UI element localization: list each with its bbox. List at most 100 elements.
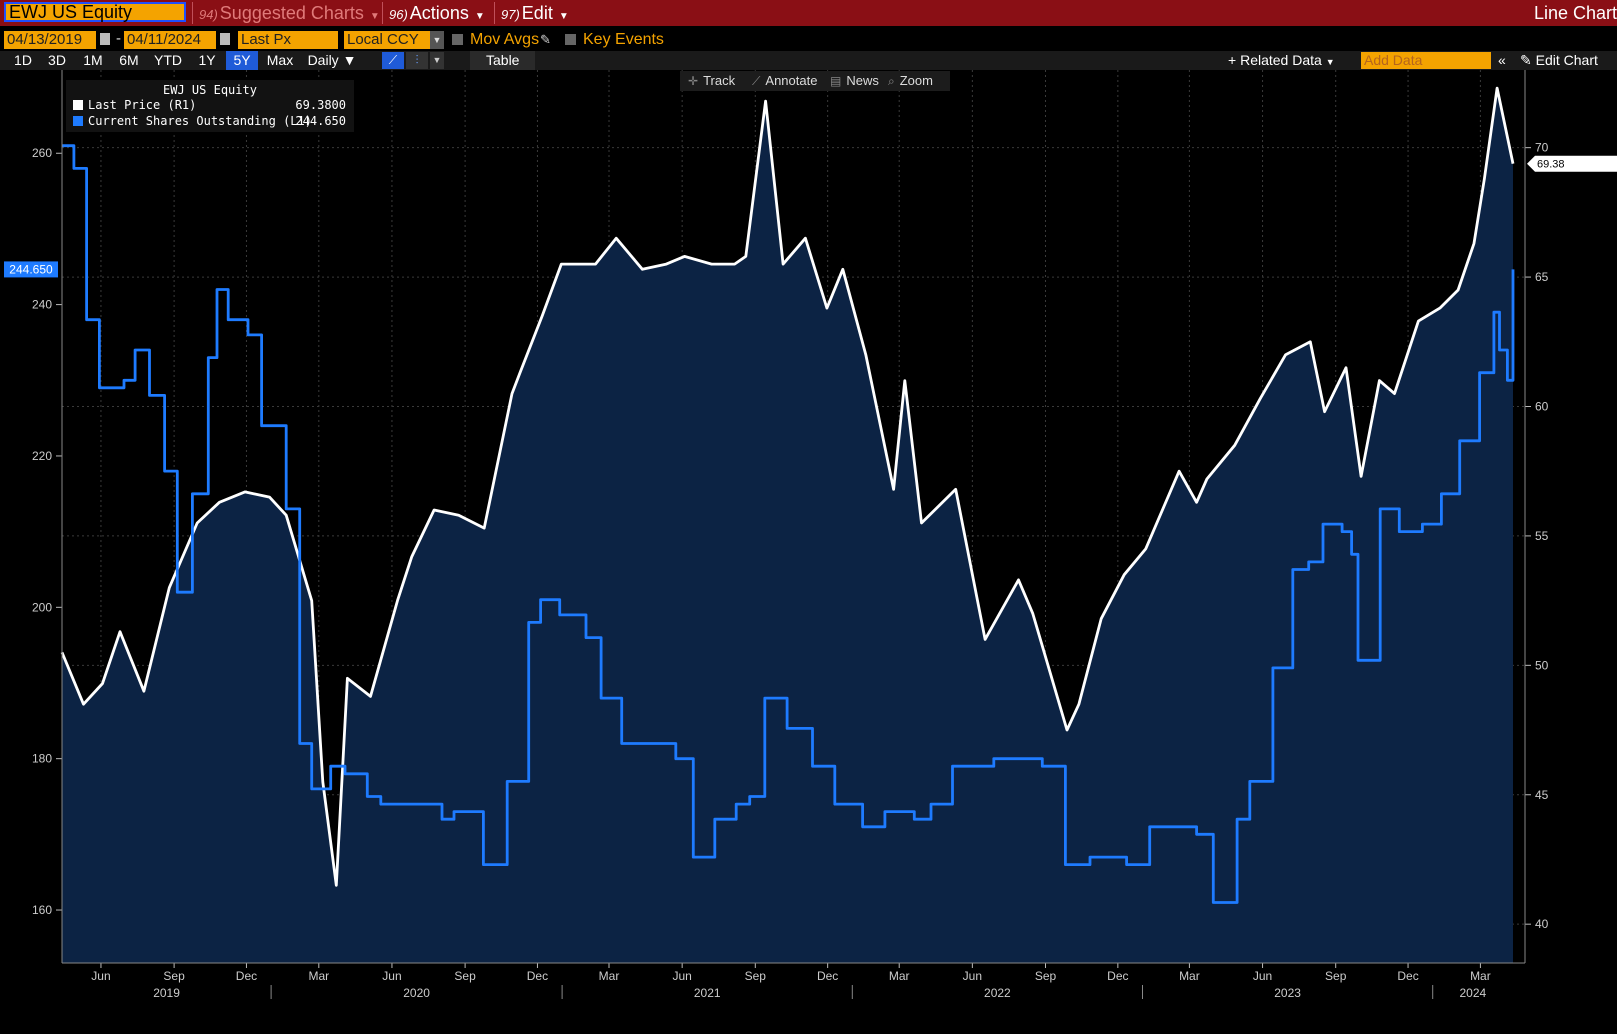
line-chart[interactable]: Jun Sep Dec Mar Jun Sep Dec Mar Jun Sep Dec Mar Jun S… [0, 70, 1617, 1034]
left-tick-label: 200 [32, 600, 52, 614]
line-chart-icon[interactable]: ⟋ [382, 52, 404, 69]
period-1m[interactable]: 1M [83, 52, 103, 68]
right-tick-label: 70 [1535, 141, 1549, 155]
year-label: 2021 [694, 986, 721, 1000]
table-button[interactable]: Table [470, 51, 536, 70]
menu-number: 94) [199, 7, 218, 22]
period-ytd[interactable]: YTD [154, 52, 182, 68]
legend-swatch [73, 116, 83, 126]
price-area-fill [62, 88, 1513, 964]
tool-label: Zoom [899, 73, 933, 88]
start-date-input[interactable]: 04/13/2019 [4, 31, 96, 49]
key-events-label[interactable]: Key Events [583, 31, 664, 48]
news-tool[interactable]: ▤ News [830, 71, 879, 91]
tool-label: News [846, 73, 879, 88]
actions-menu[interactable]: 96) Actions ▼ [382, 2, 485, 24]
legend-value: 69.3800 [295, 98, 346, 112]
dropdown-arrow-icon: ▼ [1325, 57, 1335, 67]
period-3d[interactable]: 3D [48, 52, 66, 68]
dropdown-arrow-icon: ▼ [342, 52, 357, 68]
currency-select[interactable]: Local CCY [344, 31, 430, 49]
related-data-label: Related Data [1240, 52, 1322, 68]
end-date-input[interactable]: 04/11/2024 [124, 31, 216, 49]
right-tick-label: 40 [1535, 917, 1549, 931]
x-tick-label: Mar [599, 969, 620, 983]
menu-label: Actions [409, 3, 469, 23]
current-shares-label: 244.650 [9, 262, 53, 276]
key-events-checkbox[interactable] [565, 34, 576, 45]
year-label: 2022 [984, 986, 1011, 1000]
x-tick-label: Jun [672, 969, 691, 983]
x-tick-label: Dec [1397, 969, 1418, 983]
price-line [60, 86, 1515, 887]
dropdown-arrow-icon[interactable]: ▼ [430, 31, 444, 49]
period-1d[interactable]: 1D [14, 52, 32, 68]
left-tick-label: 220 [32, 449, 52, 463]
period-bar: 1D 3D 1M 6M YTD 1Y 5Y Max Daily ▼ ⟋ ⫶ ▼ … [0, 51, 1617, 70]
tool-label: Track [703, 73, 736, 88]
pencil-icon[interactable]: ✎ [540, 32, 551, 47]
menu-label: Edit [521, 3, 553, 23]
year-label: 2023 [1274, 986, 1301, 1000]
frequency-select[interactable]: Daily ▼ [304, 51, 360, 70]
menu-label: Suggested Charts [219, 3, 364, 23]
x-tick-label: Sep [745, 969, 767, 983]
edit-menu[interactable]: 97) Edit ▼ [494, 2, 569, 24]
right-tick-label: 55 [1535, 529, 1549, 543]
right-tick-label: 50 [1535, 658, 1549, 672]
x-tick-label: Sep [454, 969, 476, 983]
x-tick-label: Jun [1253, 969, 1272, 983]
command-bar: EWJ US Equity 94) Suggested Charts ▼ 96) Ac… [0, 0, 1617, 26]
x-tick-label: Jun [382, 969, 401, 983]
x-tick-label: Sep [1325, 969, 1347, 983]
x-tick-label: Sep [1035, 969, 1057, 983]
bar-chart-icon[interactable]: ⫶ [406, 52, 428, 69]
chart-type-label: Line Chart [1533, 3, 1617, 23]
x-tick-label: Mar [308, 969, 329, 983]
legend-item-shares[interactable]: Current Shares Outstanding (L1) 244.650 [73, 114, 346, 129]
add-data-input[interactable]: Add Data [1361, 52, 1491, 69]
mov-avgs-label[interactable]: Mov Avgs [470, 31, 540, 48]
left-tick-label: 180 [32, 752, 52, 766]
mov-avgs-checkbox[interactable] [452, 34, 463, 45]
calendar-icon[interactable] [220, 33, 230, 45]
period-1y[interactable]: 1Y [198, 52, 216, 68]
chart-toolbar: ✛ Track ⟋ Annotate ▤ News ⌕ Zoom [680, 71, 950, 91]
x-tick-label: Jun [963, 969, 982, 983]
legend-value: 244.650 [295, 114, 346, 128]
period-5y[interactable]: 5Y [226, 51, 258, 70]
year-label: 2019 [153, 986, 180, 1000]
chart-style-dropdown-icon[interactable]: ▼ [430, 52, 444, 69]
left-tick-label: 160 [32, 903, 52, 917]
news-icon: ▤ [830, 74, 842, 88]
period-max[interactable]: Max [266, 52, 294, 68]
edit-chart-label: Edit Chart [1535, 52, 1598, 68]
zoom-tool[interactable]: ⌕ Zoom [888, 71, 933, 91]
year-label: 2024 [1459, 986, 1486, 1000]
dropdown-arrow-icon: ▼ [474, 11, 485, 22]
current-price-badge [1527, 155, 1617, 172]
menu-number: 96) [389, 7, 408, 22]
calendar-icon[interactable] [100, 33, 110, 45]
track-tool[interactable]: ✛ Track [688, 71, 735, 91]
x-tick-label: Dec [1107, 969, 1128, 983]
annotate-tool[interactable]: ⟋ Annotate [752, 71, 817, 91]
x-tick-label: Dec [236, 969, 257, 983]
date-controls: 04/13/2019 - 04/11/2024 Last Px Local CC… [0, 30, 1617, 50]
plus-icon: + [1228, 52, 1237, 68]
related-data-button[interactable]: + Related Data ▼ [1228, 51, 1335, 70]
chart-legend[interactable]: EWJ US Equity Last Price (R1) 69.3800 Cu… [66, 80, 354, 132]
field-select[interactable]: Last Px [238, 31, 338, 49]
edit-chart-button[interactable]: ✎ Edit Chart [1520, 51, 1598, 70]
period-6m[interactable]: 6M [119, 52, 139, 68]
suggested-charts-menu[interactable]: 94) Suggested Charts ▼ [192, 2, 380, 24]
axis-labels: Jun Sep Dec Mar Jun Sep Dec Mar Jun Sep Dec Mar Jun S… [4, 141, 1617, 1000]
x-tick-label: Jun [91, 969, 110, 983]
left-tick-label: 260 [32, 146, 52, 160]
magnifier-icon: ⌕ [888, 74, 895, 88]
ticker-input[interactable]: EWJ US Equity [4, 2, 186, 22]
current-price-label: 69.38 [1537, 159, 1565, 171]
left-tick-label: 240 [32, 298, 52, 312]
legend-item-price[interactable]: Last Price (R1) 69.3800 [73, 98, 346, 113]
collapse-icon[interactable]: « [1498, 52, 1506, 68]
